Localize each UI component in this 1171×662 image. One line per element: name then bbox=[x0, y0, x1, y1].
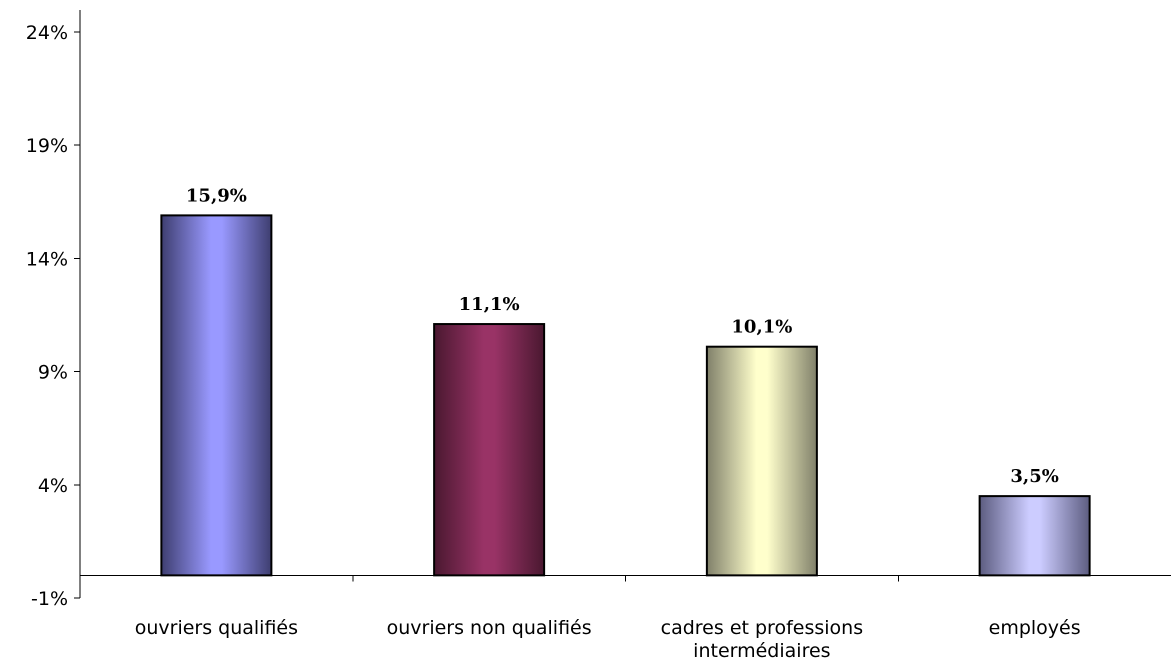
category-label: intermédiaires bbox=[693, 640, 830, 662]
category-label: employés bbox=[989, 617, 1081, 639]
category-label: ouvriers qualifiés bbox=[135, 617, 298, 639]
y-tick-label: 24% bbox=[26, 22, 68, 44]
category-label: cadres et professions bbox=[661, 617, 863, 639]
category-labels: ouvriers qualifiés ouvriers non qualifiés… bbox=[135, 617, 1081, 662]
data-labels: 15,9% 11,1% 10,1% 3,5% bbox=[186, 185, 1059, 487]
bar bbox=[978, 495, 1091, 577]
bar bbox=[160, 214, 273, 577]
bar bbox=[433, 323, 546, 577]
bars bbox=[160, 214, 1091, 577]
data-label: 11,1% bbox=[459, 294, 520, 315]
y-tick-label: 19% bbox=[26, 135, 68, 157]
y-tick-label: 9% bbox=[38, 362, 68, 384]
y-tick-label: -1% bbox=[31, 588, 68, 610]
y-tick-label: 4% bbox=[38, 475, 68, 497]
y-axis: -1% 4% 9% 14% 19% 24% bbox=[26, 10, 81, 610]
data-label: 3,5% bbox=[1010, 466, 1058, 487]
category-label: ouvriers non qualifiés bbox=[387, 617, 592, 639]
y-tick-label: 14% bbox=[26, 248, 68, 270]
data-label: 15,9% bbox=[186, 185, 247, 206]
data-label: 10,1% bbox=[731, 317, 792, 338]
bar bbox=[705, 345, 818, 577]
